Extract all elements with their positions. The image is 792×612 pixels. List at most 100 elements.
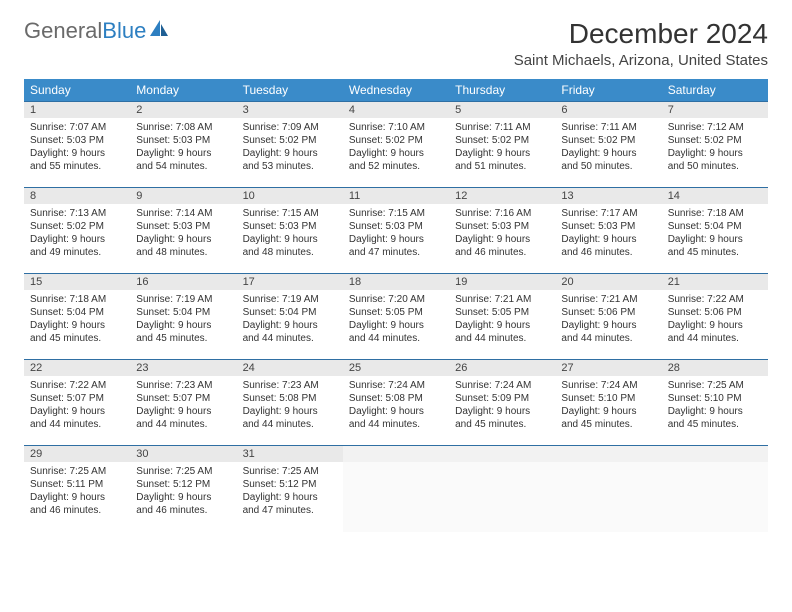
calendar-cell xyxy=(449,446,555,532)
day-number: 22 xyxy=(24,360,130,376)
day-number: 30 xyxy=(130,446,236,462)
day-number: 18 xyxy=(343,274,449,290)
day-details: Sunrise: 7:24 AM Sunset: 5:10 PM Dayligh… xyxy=(555,376,661,435)
calendar-cell: 4Sunrise: 7:10 AM Sunset: 5:02 PM Daylig… xyxy=(343,102,449,188)
location: Saint Michaels, Arizona, United States xyxy=(514,52,768,69)
day-details: Sunrise: 7:25 AM Sunset: 5:10 PM Dayligh… xyxy=(662,376,768,435)
calendar-cell: 8Sunrise: 7:13 AM Sunset: 5:02 PM Daylig… xyxy=(24,188,130,274)
month-title: December 2024 xyxy=(514,18,768,50)
calendar-cell: 10Sunrise: 7:15 AM Sunset: 5:03 PM Dayli… xyxy=(237,188,343,274)
day-details: Sunrise: 7:22 AM Sunset: 5:06 PM Dayligh… xyxy=(662,290,768,349)
calendar-cell: 30Sunrise: 7:25 AM Sunset: 5:12 PM Dayli… xyxy=(130,446,236,532)
calendar-cell: 6Sunrise: 7:11 AM Sunset: 5:02 PM Daylig… xyxy=(555,102,661,188)
calendar-cell: 19Sunrise: 7:21 AM Sunset: 5:05 PM Dayli… xyxy=(449,274,555,360)
day-details: Sunrise: 7:16 AM Sunset: 5:03 PM Dayligh… xyxy=(449,204,555,263)
day-details: Sunrise: 7:22 AM Sunset: 5:07 PM Dayligh… xyxy=(24,376,130,435)
day-number: 28 xyxy=(662,360,768,376)
calendar-cell: 23Sunrise: 7:23 AM Sunset: 5:07 PM Dayli… xyxy=(130,360,236,446)
calendar-cell: 17Sunrise: 7:19 AM Sunset: 5:04 PM Dayli… xyxy=(237,274,343,360)
day-number: 20 xyxy=(555,274,661,290)
day-details: Sunrise: 7:25 AM Sunset: 5:12 PM Dayligh… xyxy=(130,462,236,521)
calendar-cell: 15Sunrise: 7:18 AM Sunset: 5:04 PM Dayli… xyxy=(24,274,130,360)
weekday-thursday: Thursday xyxy=(449,79,555,102)
day-details: Sunrise: 7:23 AM Sunset: 5:07 PM Dayligh… xyxy=(130,376,236,435)
day-details: Sunrise: 7:21 AM Sunset: 5:06 PM Dayligh… xyxy=(555,290,661,349)
day-number: 31 xyxy=(237,446,343,462)
day-details: Sunrise: 7:24 AM Sunset: 5:09 PM Dayligh… xyxy=(449,376,555,435)
day-number: 3 xyxy=(237,102,343,118)
calendar-week-row: 22Sunrise: 7:22 AM Sunset: 5:07 PM Dayli… xyxy=(24,360,768,446)
day-number: 16 xyxy=(130,274,236,290)
calendar-cell: 21Sunrise: 7:22 AM Sunset: 5:06 PM Dayli… xyxy=(662,274,768,360)
calendar-cell: 20Sunrise: 7:21 AM Sunset: 5:06 PM Dayli… xyxy=(555,274,661,360)
day-number: 25 xyxy=(343,360,449,376)
day-number-empty xyxy=(555,446,661,462)
weekday-friday: Friday xyxy=(555,79,661,102)
day-details: Sunrise: 7:19 AM Sunset: 5:04 PM Dayligh… xyxy=(237,290,343,349)
day-details: Sunrise: 7:14 AM Sunset: 5:03 PM Dayligh… xyxy=(130,204,236,263)
weekday-monday: Monday xyxy=(130,79,236,102)
day-details: Sunrise: 7:11 AM Sunset: 5:02 PM Dayligh… xyxy=(555,118,661,177)
calendar-cell: 7Sunrise: 7:12 AM Sunset: 5:02 PM Daylig… xyxy=(662,102,768,188)
day-number: 2 xyxy=(130,102,236,118)
calendar-cell xyxy=(555,446,661,532)
calendar-table: SundayMondayTuesdayWednesdayThursdayFrid… xyxy=(24,79,768,532)
day-details: Sunrise: 7:18 AM Sunset: 5:04 PM Dayligh… xyxy=(24,290,130,349)
day-number: 26 xyxy=(449,360,555,376)
day-number: 4 xyxy=(343,102,449,118)
calendar-cell: 1Sunrise: 7:07 AM Sunset: 5:03 PM Daylig… xyxy=(24,102,130,188)
calendar-week-row: 15Sunrise: 7:18 AM Sunset: 5:04 PM Dayli… xyxy=(24,274,768,360)
calendar-cell: 9Sunrise: 7:14 AM Sunset: 5:03 PM Daylig… xyxy=(130,188,236,274)
day-details: Sunrise: 7:09 AM Sunset: 5:02 PM Dayligh… xyxy=(237,118,343,177)
day-number: 8 xyxy=(24,188,130,204)
day-number: 7 xyxy=(662,102,768,118)
calendar-cell xyxy=(343,446,449,532)
header: GeneralBlue December 2024 Saint Michaels… xyxy=(24,18,768,69)
calendar-cell: 2Sunrise: 7:08 AM Sunset: 5:03 PM Daylig… xyxy=(130,102,236,188)
calendar-cell: 5Sunrise: 7:11 AM Sunset: 5:02 PM Daylig… xyxy=(449,102,555,188)
day-number: 5 xyxy=(449,102,555,118)
day-number: 14 xyxy=(662,188,768,204)
logo-sail-icon xyxy=(148,18,170,44)
logo-text-general: General xyxy=(24,18,102,44)
logo: GeneralBlue xyxy=(24,18,170,44)
calendar-cell: 3Sunrise: 7:09 AM Sunset: 5:02 PM Daylig… xyxy=(237,102,343,188)
day-number: 6 xyxy=(555,102,661,118)
weekday-sunday: Sunday xyxy=(24,79,130,102)
calendar-cell xyxy=(662,446,768,532)
day-details: Sunrise: 7:25 AM Sunset: 5:12 PM Dayligh… xyxy=(237,462,343,521)
calendar-week-row: 29Sunrise: 7:25 AM Sunset: 5:11 PM Dayli… xyxy=(24,446,768,532)
day-number: 12 xyxy=(449,188,555,204)
weekday-wednesday: Wednesday xyxy=(343,79,449,102)
calendar-body: 1Sunrise: 7:07 AM Sunset: 5:03 PM Daylig… xyxy=(24,102,768,532)
calendar-cell: 27Sunrise: 7:24 AM Sunset: 5:10 PM Dayli… xyxy=(555,360,661,446)
day-number: 10 xyxy=(237,188,343,204)
day-details: Sunrise: 7:24 AM Sunset: 5:08 PM Dayligh… xyxy=(343,376,449,435)
day-details: Sunrise: 7:12 AM Sunset: 5:02 PM Dayligh… xyxy=(662,118,768,177)
weekday-saturday: Saturday xyxy=(662,79,768,102)
day-number: 29 xyxy=(24,446,130,462)
calendar-cell: 11Sunrise: 7:15 AM Sunset: 5:03 PM Dayli… xyxy=(343,188,449,274)
calendar-week-row: 1Sunrise: 7:07 AM Sunset: 5:03 PM Daylig… xyxy=(24,102,768,188)
day-details: Sunrise: 7:25 AM Sunset: 5:11 PM Dayligh… xyxy=(24,462,130,521)
day-details: Sunrise: 7:17 AM Sunset: 5:03 PM Dayligh… xyxy=(555,204,661,263)
day-number: 24 xyxy=(237,360,343,376)
calendar-cell: 18Sunrise: 7:20 AM Sunset: 5:05 PM Dayli… xyxy=(343,274,449,360)
calendar-cell: 16Sunrise: 7:19 AM Sunset: 5:04 PM Dayli… xyxy=(130,274,236,360)
calendar-cell: 31Sunrise: 7:25 AM Sunset: 5:12 PM Dayli… xyxy=(237,446,343,532)
title-block: December 2024 Saint Michaels, Arizona, U… xyxy=(514,18,768,69)
calendar-cell: 13Sunrise: 7:17 AM Sunset: 5:03 PM Dayli… xyxy=(555,188,661,274)
day-number: 13 xyxy=(555,188,661,204)
day-number-empty xyxy=(343,446,449,462)
calendar-cell: 25Sunrise: 7:24 AM Sunset: 5:08 PM Dayli… xyxy=(343,360,449,446)
calendar-cell: 26Sunrise: 7:24 AM Sunset: 5:09 PM Dayli… xyxy=(449,360,555,446)
weekday-tuesday: Tuesday xyxy=(237,79,343,102)
day-details: Sunrise: 7:23 AM Sunset: 5:08 PM Dayligh… xyxy=(237,376,343,435)
day-details: Sunrise: 7:10 AM Sunset: 5:02 PM Dayligh… xyxy=(343,118,449,177)
day-details: Sunrise: 7:19 AM Sunset: 5:04 PM Dayligh… xyxy=(130,290,236,349)
day-details: Sunrise: 7:13 AM Sunset: 5:02 PM Dayligh… xyxy=(24,204,130,263)
calendar-cell: 14Sunrise: 7:18 AM Sunset: 5:04 PM Dayli… xyxy=(662,188,768,274)
day-number: 23 xyxy=(130,360,236,376)
day-number: 11 xyxy=(343,188,449,204)
day-details: Sunrise: 7:21 AM Sunset: 5:05 PM Dayligh… xyxy=(449,290,555,349)
